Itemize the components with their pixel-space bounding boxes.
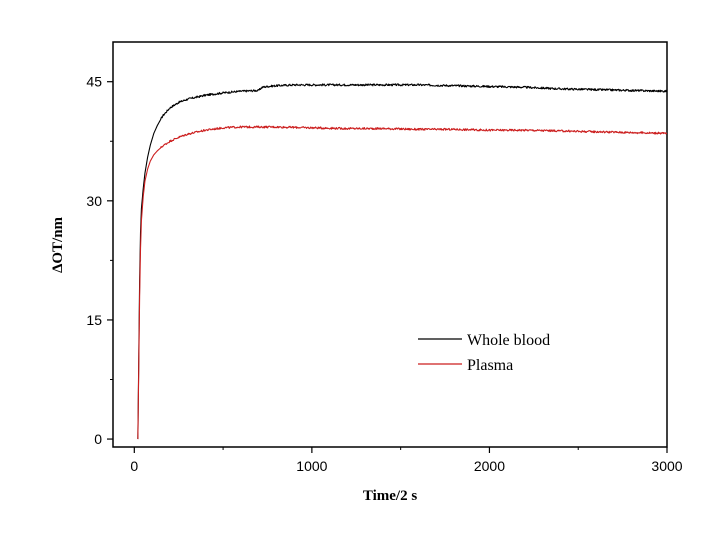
y-tick-label: 15 bbox=[86, 312, 102, 328]
y-tick-label: 45 bbox=[86, 74, 102, 90]
x-axis-ticks: 0 1000 2000 3000 bbox=[130, 447, 683, 474]
y-tick-label: 30 bbox=[86, 193, 102, 209]
y-axis-title: ΔOT/nm bbox=[50, 216, 66, 273]
x-tick-label: 0 bbox=[130, 458, 138, 474]
x-tick-label: 1000 bbox=[296, 458, 327, 474]
series-layer bbox=[137, 83, 668, 440]
y-axis-ticks: 0 15 30 45 bbox=[86, 74, 113, 447]
x-axis-title: Time/2 s bbox=[363, 488, 417, 504]
plot-frame bbox=[112, 41, 668, 448]
legend: Whole blood Plasma bbox=[418, 332, 550, 374]
series-line-1 bbox=[137, 125, 668, 440]
y-tick-label: 0 bbox=[94, 431, 102, 447]
x-tick-label: 2000 bbox=[474, 458, 505, 474]
x-tick-label: 3000 bbox=[651, 458, 682, 474]
legend-label-whole-blood: Whole blood bbox=[467, 332, 550, 349]
series-line-0 bbox=[137, 83, 668, 440]
legend-label-plasma: Plasma bbox=[467, 357, 513, 374]
